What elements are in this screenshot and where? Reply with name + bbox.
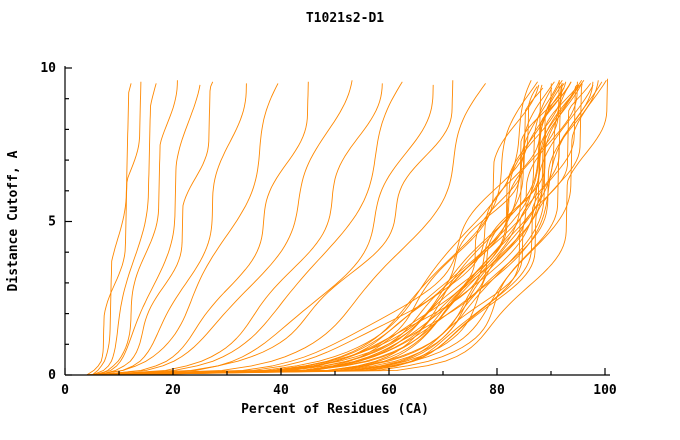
model-curve [92, 84, 580, 376]
model-curve [92, 81, 538, 376]
model-curve [92, 81, 572, 376]
model-curve [86, 80, 585, 376]
model-curve [97, 84, 434, 376]
tick-labels: 0 20 40 60 80 100 0 5 10 [40, 61, 617, 398]
model-curve [86, 84, 540, 376]
chart-title: T1021s2-D1 [306, 11, 384, 26]
x-tick-label: 20 [165, 383, 181, 398]
y-tick-label: 10 [40, 61, 56, 76]
model-curve [86, 86, 569, 376]
model-curve [91, 83, 157, 376]
model-curves [86, 78, 608, 376]
axes [64, 66, 610, 376]
y-axis-label: Distance Cutoff, A [6, 150, 21, 291]
x-axis-label: Percent of Residues (CA) [241, 402, 429, 417]
model-curve [92, 80, 454, 376]
model-curve [86, 81, 578, 376]
model-curve [97, 87, 565, 376]
model-curve [92, 80, 353, 376]
model-curve [97, 83, 383, 376]
y-tick-label: 0 [48, 368, 56, 383]
model-curve [97, 81, 309, 376]
model-curve [92, 83, 279, 376]
model-curve [86, 81, 603, 376]
model-curve [97, 81, 214, 376]
model-curve [92, 80, 607, 376]
x-tick-label: 100 [593, 383, 617, 398]
x-tick-label: 60 [381, 383, 397, 398]
model-curve [92, 83, 565, 376]
model-curve [92, 81, 403, 376]
model-curve [97, 80, 532, 376]
model-curve [97, 80, 178, 376]
model-curve [91, 83, 132, 376]
x-tick-label: 80 [489, 383, 505, 398]
y-tick-label: 5 [48, 215, 56, 230]
model-curve [97, 86, 576, 376]
model-curve [86, 83, 583, 376]
model-curve [97, 87, 553, 376]
model-curve [97, 83, 583, 376]
model-curve [92, 83, 247, 376]
model-curve [97, 83, 486, 376]
x-tick-label: 0 [61, 383, 69, 398]
model-curve [97, 78, 608, 376]
x-tick-label: 40 [273, 383, 289, 398]
model-curve [91, 84, 201, 376]
model-curve [97, 80, 583, 376]
model-curve [92, 80, 599, 376]
model-curve [86, 81, 142, 376]
model-curve [97, 84, 594, 376]
model-curve [86, 81, 567, 376]
